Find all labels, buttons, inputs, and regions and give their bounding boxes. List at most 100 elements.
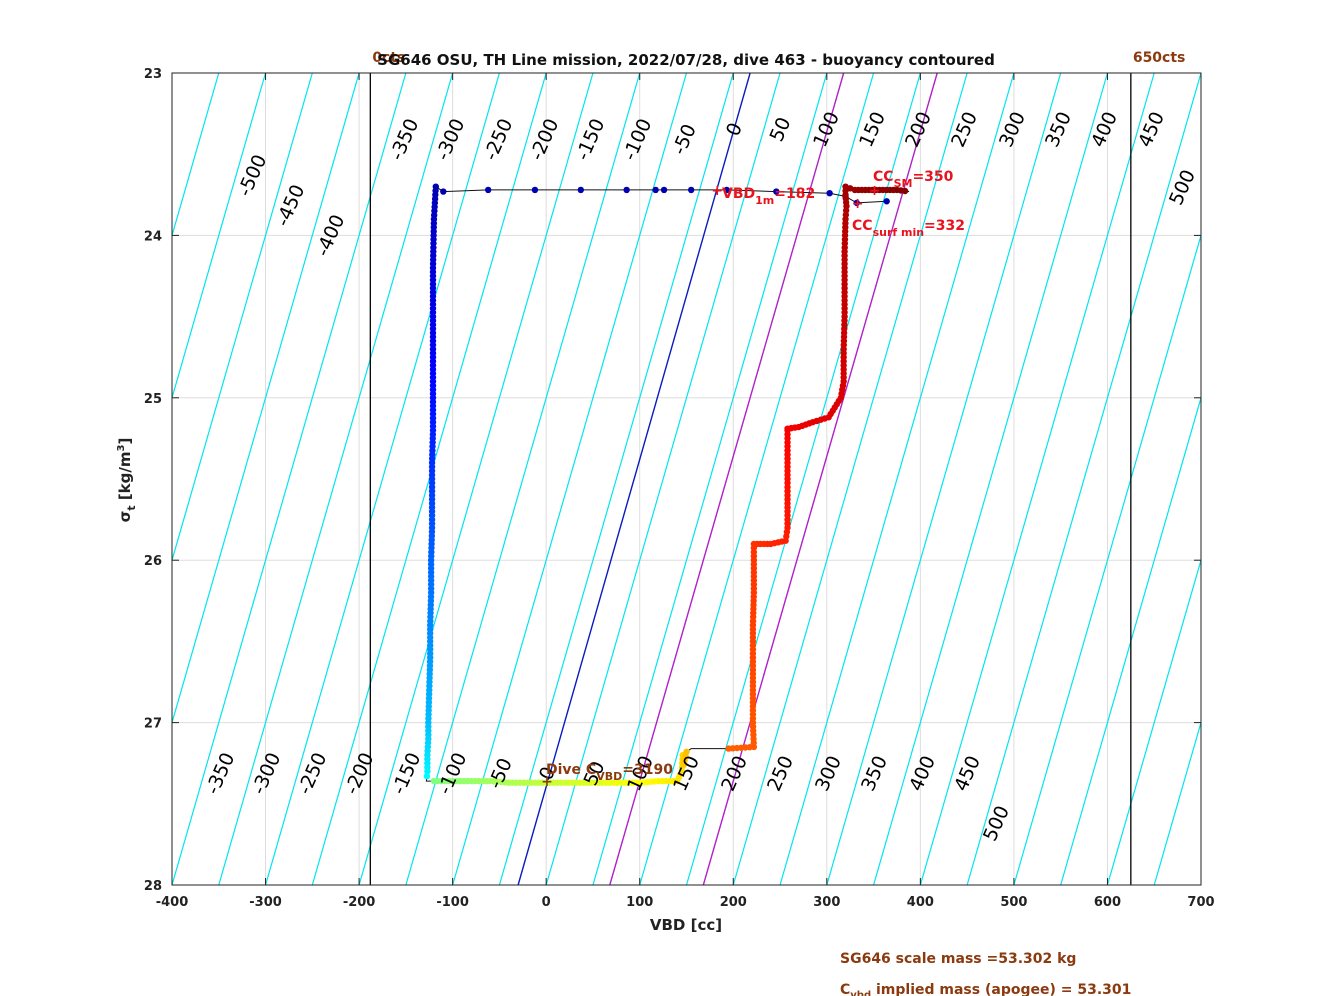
annotation-dive: Dive CVBD=3190 — [546, 762, 673, 783]
surface-point — [687, 186, 695, 194]
contour-line — [732, 73, 968, 885]
descent-point — [424, 768, 431, 775]
x-tick-label: 0 — [542, 895, 551, 910]
surface-point — [577, 186, 584, 194]
x-tick-label: -300 — [249, 895, 282, 910]
y-axis-label-sub: t — [125, 505, 138, 510]
annotation-tail: =3190 — [622, 762, 673, 778]
contour-line — [966, 73, 1201, 885]
contour-line — [172, 73, 267, 400]
contour-line — [779, 73, 1015, 885]
contour-line — [592, 73, 828, 885]
contour-line — [685, 73, 921, 885]
y-axis-label-unit-sup: 3 — [116, 444, 127, 451]
x-tick-label: -400 — [156, 895, 189, 910]
annotation-marker: + — [852, 196, 864, 212]
surface-point — [623, 186, 630, 194]
contour-line — [172, 73, 360, 725]
dive-points — [423, 183, 909, 786]
limit-line-label: 0cts — [372, 50, 405, 66]
x-tick-label: 300 — [813, 895, 840, 910]
contour-line — [1060, 395, 1201, 885]
buoyancy-contour-lines — [172, 73, 1201, 885]
surface-point — [773, 188, 780, 195]
annotations: +VBD1m=182 +CCSM=350+CCsurf min=332+Dive … — [541, 169, 965, 790]
contour-line — [545, 73, 781, 885]
surface-point — [723, 186, 730, 194]
plot-frame — [171, 72, 1202, 886]
ascent-point — [901, 187, 909, 195]
contour-line — [1153, 720, 1201, 885]
y-tick-label: 27 — [144, 717, 162, 732]
annotation-tail: =332 — [924, 218, 965, 234]
contour-line — [498, 73, 734, 885]
vbd-limit-lines: 0cts 650cts — [369, 50, 1186, 885]
y-tick-label: 23 — [144, 67, 162, 82]
y-axis-label-sigma: σ — [116, 511, 134, 523]
y-tick-label: 24 — [144, 229, 162, 244]
x-tick-label: 100 — [626, 895, 653, 910]
contour-line — [405, 73, 641, 885]
surface-point — [826, 189, 833, 197]
annotation-vbd1m: VBD1m=182 — [722, 186, 815, 207]
x-tick-label: 600 — [1094, 895, 1121, 910]
x-tick-label: -200 — [343, 895, 376, 910]
annotation-ccsm: CCSM=350 — [873, 169, 954, 190]
footer-implied-mass-c: C — [840, 982, 850, 996]
y-axis-label: σt [kg/m3] — [116, 438, 138, 523]
annotation-main: CC — [873, 169, 894, 185]
annotation-sub: SM — [894, 177, 913, 190]
annotation-sub: VBD — [596, 770, 622, 783]
contour-line — [639, 73, 875, 885]
contour-line — [826, 73, 1062, 885]
annotation-marker: + — [869, 183, 881, 199]
contour-line — [919, 73, 1155, 885]
contour-line — [358, 73, 594, 885]
annotation-tail: =182 — [774, 186, 815, 202]
footer-implied-mass-sub: vbd — [850, 990, 871, 996]
contour-line — [172, 73, 220, 238]
contour-line — [452, 73, 688, 885]
annotation-ccsurf: CCsurf min=332 — [852, 218, 965, 239]
x-axis-label: VBD [cc] — [650, 916, 722, 934]
footer-scale-mass: SG646 scale mass =53.302 kg — [840, 951, 1076, 967]
axis-ticks: -400 -300 -200 -100 0 100 200 300 400 500 600 700 23… — [144, 67, 1215, 910]
footer-implied-mass: Cvbd implied mass (apogee) = 53.301 — [840, 982, 1131, 996]
contour-line — [172, 73, 407, 885]
y-tick-label: 25 — [144, 392, 162, 407]
contour-line — [873, 73, 1109, 885]
annotation-marker: + — [711, 183, 723, 199]
contour-line — [1106, 558, 1201, 885]
contour-line — [172, 73, 313, 563]
y-tick-label: 28 — [144, 879, 162, 894]
annotation-sub: surf min — [873, 226, 924, 239]
annotation-tail: =350 — [912, 169, 953, 185]
surface-point — [484, 186, 492, 194]
x-tick-label: 400 — [907, 895, 934, 910]
x-tick-label: -100 — [436, 895, 469, 910]
x-tick-label: 500 — [1000, 895, 1027, 910]
surface-point — [440, 188, 447, 195]
reference-line — [517, 73, 751, 885]
annotation-main: CC — [852, 218, 873, 234]
x-tick-label: 200 — [720, 895, 747, 910]
y-tick-label: 26 — [144, 554, 162, 569]
x-tick-label: 700 — [1187, 895, 1214, 910]
contour-line — [218, 73, 454, 885]
limit-line-label: 650cts — [1133, 50, 1186, 66]
y-axis-label-unit: [kg/m — [116, 451, 134, 505]
surface-point — [883, 198, 890, 205]
annotation-main: Dive C — [546, 762, 596, 778]
surface-point — [853, 199, 860, 207]
chart-title: SG646 OSU, TH Line mission, 2022/07/28, … — [377, 51, 995, 69]
contour-line — [264, 73, 500, 885]
surface-point — [652, 186, 659, 194]
y-axis-label-unit-close: ] — [116, 438, 134, 445]
annotation-marker: + — [541, 774, 553, 790]
annotation-main: VBD — [722, 186, 755, 202]
footer-implied-mass-tail: implied mass (apogee) = 53.301 — [871, 982, 1131, 996]
surface-point — [660, 186, 668, 194]
bottom-point — [683, 748, 690, 756]
surface-point — [531, 186, 539, 194]
